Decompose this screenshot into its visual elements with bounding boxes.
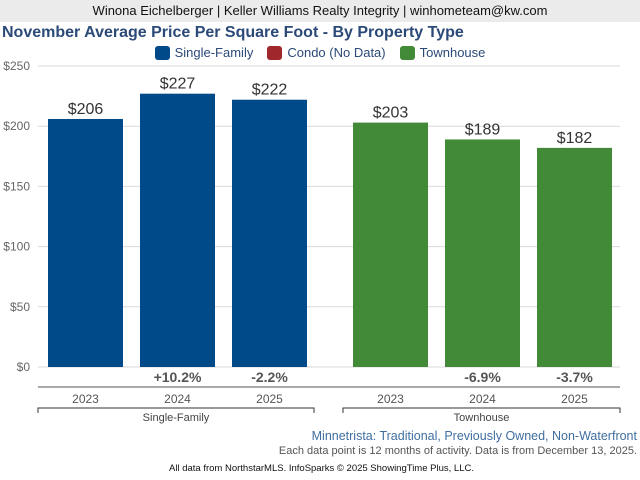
x-tick-label: 2024 (469, 392, 496, 406)
y-tick-label: $0 (17, 360, 31, 374)
legend-swatch (399, 45, 415, 60)
y-tick-label: $200 (3, 119, 30, 133)
legend: Single-Family Condo (No Data) Townhouse (0, 45, 640, 60)
bar (48, 118, 123, 367)
legend-item-single-family[interactable]: Single-Family (154, 45, 254, 60)
bar-value-label: $189 (465, 121, 501, 138)
bar-value-label: $182 (557, 130, 593, 147)
pct-change-label: -6.9% (464, 369, 501, 385)
bar (445, 139, 520, 367)
data-note: Each data point is 12 months of activity… (278, 445, 637, 457)
legend-label: Condo (No Data) (287, 45, 386, 60)
group-label: Townhouse (454, 412, 510, 424)
bar-chart: $0 $50 $100 $150 $200 $250 $206 2023 $227 +10.2% 2… (3, 59, 621, 424)
bar (232, 99, 307, 367)
bar-value-label: $227 (160, 76, 196, 93)
group-label: Single-Family (143, 412, 210, 424)
y-tick-label: $100 (3, 240, 30, 254)
x-tick-label: 2025 (561, 392, 588, 406)
x-tick-label: 2023 (377, 392, 404, 406)
pct-change-label: +10.2% (154, 369, 202, 385)
y-tick-label: $50 (10, 300, 30, 314)
bar (140, 93, 215, 367)
bar-value-label: $203 (373, 105, 409, 122)
x-tick-label: 2024 (164, 392, 191, 406)
y-tick-label: $250 (3, 59, 30, 73)
bar-value-label: $222 (252, 82, 288, 99)
x-tick-label: 2025 (256, 392, 283, 406)
legend-item-condo[interactable]: Condo (No Data) (267, 45, 386, 60)
y-tick-label: $150 (3, 179, 30, 193)
pct-change-label: -3.7% (556, 369, 593, 385)
legend-item-townhouse[interactable]: Townhouse (399, 45, 486, 60)
legend-label: Single-Family (174, 45, 254, 60)
agent-header: Winona Eichelberger | Keller Williams Re… (0, 0, 640, 22)
group-bracket (37, 407, 315, 413)
group-bracket (342, 407, 621, 413)
bar (353, 122, 428, 367)
legend-swatch (154, 45, 170, 60)
bar (537, 147, 612, 367)
footer-credit: All data from NorthstarMLS. InfoSparks ©… (169, 463, 474, 474)
chart-subtitle: Minnetrista: Traditional, Previously Own… (311, 429, 637, 443)
legend-label: Townhouse (419, 45, 486, 60)
pct-change-label: -2.2% (251, 369, 288, 385)
x-tick-label: 2023 (72, 392, 99, 406)
chart-title: November Average Price Per Square Foot -… (2, 24, 464, 41)
legend-swatch (267, 45, 283, 60)
bar-value-label: $206 (68, 101, 104, 118)
